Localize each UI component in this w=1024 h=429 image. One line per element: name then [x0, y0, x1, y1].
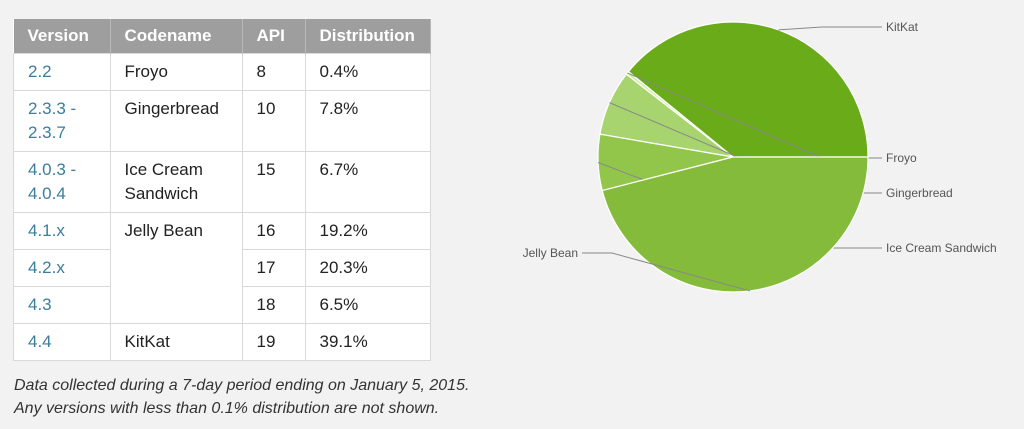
slice-label-froyo: Froyo — [886, 151, 917, 165]
distribution-cell: 6.7% — [304, 151, 431, 213]
table-row: 4.0.3 - 4.0.4 Ice Cream Sandwich 15 6.7% — [13, 151, 431, 213]
distribution-cell: 0.4% — [304, 53, 431, 91]
api-cell: 16 — [241, 212, 306, 250]
api-cell: 15 — [241, 151, 306, 213]
table-row: 4.3 18 6.5% — [13, 286, 431, 324]
header-codename: Codename — [110, 19, 243, 54]
leader-line-kitkat — [778, 26, 882, 31]
version-cell[interactable]: 4.1.x — [13, 212, 111, 250]
distribution-table: Version Codename API Distribution 2.2 Fr… — [13, 19, 431, 361]
version-cell[interactable]: 4.4 — [13, 323, 111, 361]
footnote-line-1: Data collected during a 7-day period end… — [14, 377, 470, 394]
version-cell[interactable]: 2.3.3 - 2.3.7 — [13, 90, 111, 152]
pie-slice-kitkat — [627, 21, 869, 158]
footnote: Data collected during a 7-day period end… — [14, 374, 469, 420]
codename-cell: KitKat — [109, 323, 243, 361]
slice-label-kitkat: KitKat — [886, 20, 919, 34]
table-row: 2.3.3 - 2.3.7 Gingerbread 10 7.8% — [13, 90, 431, 152]
slice-label-jelly-bean: Jelly Bean — [523, 246, 578, 260]
version-cell[interactable]: 4.3 — [13, 286, 111, 324]
codename-cell: Ice Cream Sandwich — [109, 151, 243, 213]
distribution-cell: 20.3% — [304, 249, 431, 287]
header-api: API — [242, 19, 306, 54]
version-cell[interactable]: 2.2 — [13, 53, 111, 91]
slice-label-gingerbread: Gingerbread — [886, 186, 953, 200]
distribution-cell: 6.5% — [304, 286, 431, 324]
table-header-row: Version Codename API Distribution — [13, 19, 431, 54]
footnote-line-2: Any versions with less than 0.1% distrib… — [14, 400, 440, 417]
table-row: 4.4 KitKat 19 39.1% — [13, 323, 431, 361]
slice-label-ice-cream-sandwich: Ice Cream Sandwich — [886, 241, 997, 255]
codename-cell: Gingerbread — [109, 90, 243, 152]
distribution-cell: 7.8% — [304, 90, 431, 152]
header-distribution: Distribution — [305, 19, 431, 54]
header-version: Version — [13, 19, 111, 54]
leader-line-jelly-bean — [582, 252, 751, 292]
table-row: 2.2 Froyo 8 0.4% — [13, 53, 431, 91]
distribution-cell: 39.1% — [304, 323, 431, 361]
codename-cell: Froyo — [109, 53, 243, 91]
